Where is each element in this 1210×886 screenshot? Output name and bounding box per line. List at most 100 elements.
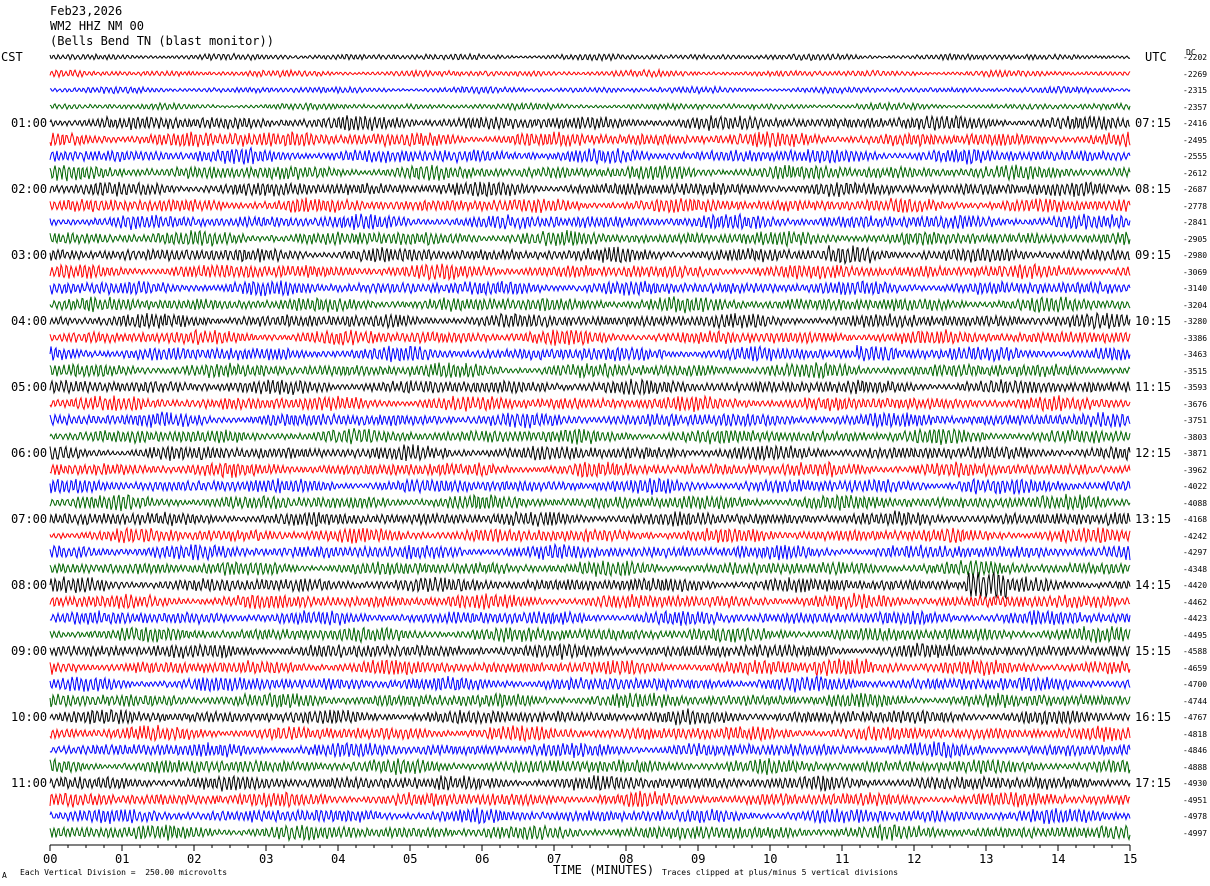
right-hour-label: 08:15 [1135,182,1172,196]
dc-offset-label: -4462 [1183,597,1208,607]
right-hour-label: 14:15 [1135,578,1172,592]
seismic-trace-27 [49,477,1131,496]
seismic-trace-15 [49,279,1131,297]
right-hour-label: 13:15 [1135,512,1172,526]
left-hour-label: 11:00 [11,776,48,790]
left-hour-label: 04:00 [11,314,48,328]
header-station: WM2 HHZ NM 00 [50,19,144,33]
seismic-trace-9 [49,180,1131,198]
x-tick-label: 14 [1051,852,1066,866]
seismic-trace-25 [49,444,1131,462]
x-tick-label: 03 [259,852,274,866]
dc-offset-label: -3069 [1183,267,1208,277]
dc-offset-label: -3515 [1183,366,1208,376]
seismic-trace-32 [49,559,1131,579]
right-hour-label: 17:15 [1135,776,1172,790]
seismic-trace-28 [49,493,1131,512]
seismic-trace-45 [49,774,1131,793]
left-hour-label: 03:00 [11,248,48,262]
seismic-trace-18 [49,328,1131,347]
seismic-trace-2 [49,67,1131,79]
seismic-trace-46 [49,790,1131,809]
x-tick-label: 09 [691,852,706,866]
seismic-trace-22 [49,394,1131,413]
dc-offset-label: -4088 [1183,498,1208,508]
dc-offset-label: -4818 [1183,729,1208,739]
dc-offset-label: -3463 [1183,350,1208,359]
seismic-trace-16 [49,296,1131,314]
dc-offset-label: -2778 [1183,201,1208,211]
dc-offset-label: -3871 [1183,449,1208,458]
seismic-trace-5 [49,114,1131,132]
seismic-trace-4 [49,100,1131,113]
seismic-trace-43 [49,741,1131,759]
dc-offset-label: -2555 [1183,152,1208,161]
seismic-trace-13 [49,245,1131,266]
left-hour-label: 10:00 [11,710,48,724]
dc-offset-label: -4951 [1183,795,1208,805]
x-tick-label: 02 [187,852,202,866]
dc-offset-label: -2612 [1183,168,1208,178]
seismic-trace-29 [49,510,1131,528]
seismic-trace-31 [49,542,1131,562]
clip-note: Traces clipped at plus/minus 5 vertical … [662,868,899,877]
dc-offset-label: -4744 [1183,696,1208,706]
seismic-trace-26 [49,460,1131,479]
right-hour-label: 09:15 [1135,248,1172,262]
dc-offset-header: DC [1186,48,1196,57]
x-tick-label: 15 [1123,852,1138,866]
dc-offset-label: -4588 [1183,647,1208,656]
dc-offset-label: -4659 [1183,663,1208,673]
left-hour-label: 08:00 [11,578,48,592]
x-tick-label: 01 [115,852,130,866]
dc-offset-label: -4767 [1183,713,1208,722]
dc-offset-label: -4846 [1183,746,1208,755]
dc-offset-label: -2980 [1183,251,1208,260]
dc-offset-label: -4420 [1183,581,1208,590]
seismic-trace-12 [49,229,1131,248]
seismic-trace-3 [49,84,1131,96]
dc-offset-label: -4997 [1183,828,1208,838]
scale-note: Each Vertical Division = 250.00 microvol… [20,868,228,877]
seismic-trace-17 [49,311,1131,331]
dc-offset-label: -2416 [1183,119,1208,128]
seismic-trace-35 [49,609,1131,627]
seismic-trace-33 [49,571,1131,600]
right-hour-label: 07:15 [1135,116,1172,130]
right-hour-label: 12:15 [1135,446,1172,460]
seismic-trace-10 [49,197,1131,214]
x-tick-label: 13 [979,852,994,866]
dc-offset-label: -4168 [1183,515,1208,524]
seismic-trace-37 [49,642,1131,660]
dc-offset-label: -4242 [1183,531,1208,541]
dc-offset-label: -3803 [1183,432,1208,442]
seismic-trace-19 [49,344,1131,363]
seismic-trace-47 [49,807,1131,825]
x-tick-label: 10 [763,852,778,866]
corner-mark: A [2,871,7,880]
seismic-trace-40 [49,691,1131,709]
seismic-trace-21 [49,378,1131,396]
dc-offset-label: -2315 [1183,86,1208,95]
dc-offset-label: -4423 [1183,614,1208,623]
seismic-trace-24 [49,427,1131,445]
dc-offset-label: -2202 [1183,53,1208,62]
dc-offset-label: -4888 [1183,762,1208,772]
dc-offset-label: -3676 [1183,399,1208,409]
seismic-trace-23 [49,411,1131,429]
seismic-trace-42 [49,724,1131,743]
x-tick-label: 08 [619,852,634,866]
seismic-trace-14 [49,262,1131,282]
seismic-trace-39 [49,674,1131,693]
seismic-trace-38 [49,658,1131,678]
dc-offset-label: -2357 [1183,102,1208,112]
x-tick-label: 11 [835,852,850,866]
right-hour-label: 15:15 [1135,644,1172,658]
left-hour-label: 01:00 [11,116,48,130]
dc-offset-label: -3751 [1183,416,1208,425]
x-tick-label: 05 [403,852,418,866]
left-hour-label: 06:00 [11,446,48,460]
dc-offset-label: -2841 [1183,218,1208,227]
left-hour-label: 09:00 [11,644,48,658]
dc-offset-label: -4978 [1183,812,1208,821]
